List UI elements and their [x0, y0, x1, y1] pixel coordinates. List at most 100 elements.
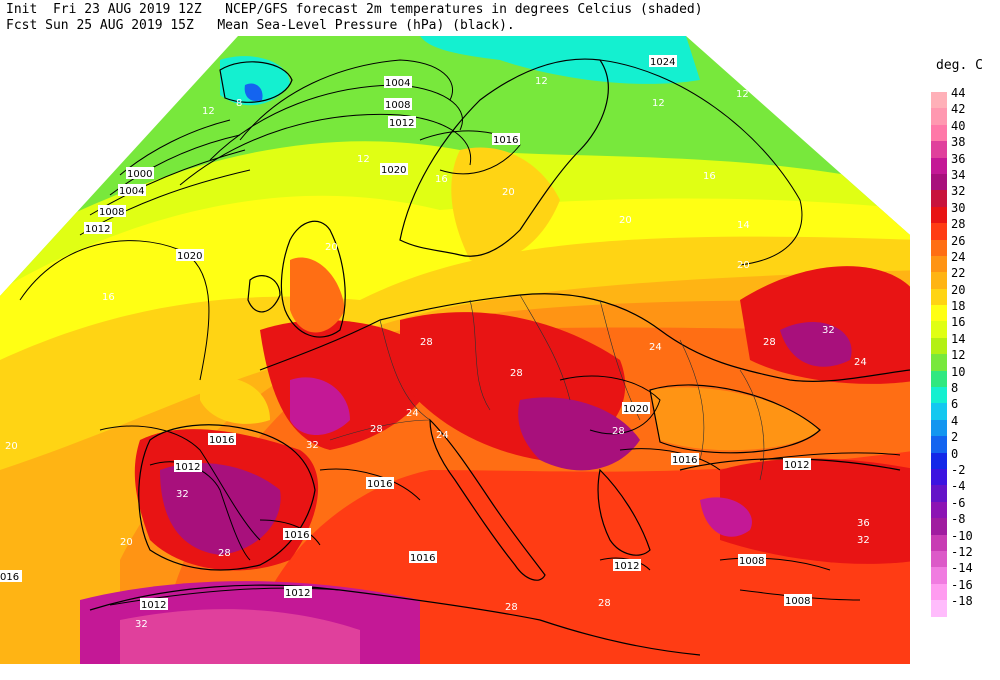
legend-swatch — [931, 468, 947, 486]
temp-label: 16 — [102, 292, 115, 303]
legend-swatch — [931, 255, 947, 273]
pressure-label: 1020 — [623, 404, 648, 415]
legend-label: -10 — [951, 528, 973, 543]
isobar-1016-iberia — [99, 425, 261, 541]
temp-label: 36 — [857, 518, 870, 529]
legend-label: 30 — [951, 200, 966, 215]
legend-swatch — [931, 419, 947, 437]
legend-row: 16 — [931, 315, 991, 338]
legend-label: 6 — [951, 397, 959, 412]
temp-label: 12 — [652, 98, 665, 109]
temp-label: 12 — [535, 76, 548, 87]
legend-swatch — [931, 206, 947, 224]
legend-label: 2 — [951, 430, 959, 445]
isobar-1000-west — [119, 119, 231, 176]
legend-label: -18 — [951, 594, 973, 609]
iceland-cold — [220, 56, 290, 106]
legend-label: -6 — [951, 495, 966, 510]
isobar-1016-med — [319, 468, 421, 501]
temp-label: 32 — [176, 489, 189, 500]
legend-label: 40 — [951, 118, 966, 133]
temp-label: 24 — [854, 357, 867, 368]
isobar-1016-ibsouth — [259, 519, 321, 546]
temp-label: 28 — [612, 426, 625, 437]
legend-swatch — [931, 239, 947, 256]
coastline-italy — [429, 418, 546, 581]
legend-swatch — [931, 550, 947, 568]
coastline-greece — [597, 468, 651, 556]
legend-label: 10 — [951, 364, 966, 379]
legend-label: 4 — [951, 413, 959, 428]
legend-row: -6 — [931, 496, 991, 519]
legend-row: 10 — [931, 365, 991, 388]
legend-label: 16 — [951, 315, 966, 330]
coastline-scandinavia — [399, 58, 609, 257]
temp-label: 28 — [218, 548, 231, 559]
legend-swatch — [931, 157, 947, 174]
isobar-1024-east — [599, 59, 803, 266]
legend-swatch — [931, 190, 947, 207]
legend-swatch — [931, 272, 947, 289]
legend-row: 24 — [931, 250, 991, 273]
legend-row: -12 — [931, 545, 991, 568]
pressure-label: 1016 — [284, 530, 309, 541]
russia-core — [780, 321, 852, 367]
legend-swatch — [931, 387, 947, 404]
legend-label: -16 — [951, 577, 973, 592]
header-line-2: Fcst Sun 25 AUG 2019 15Z Mean Sea-Level … — [6, 18, 515, 33]
temp-label: 12 — [357, 154, 370, 165]
scandinavia-warm — [451, 147, 560, 263]
legend-swatch — [931, 288, 947, 306]
legend-row: 14 — [931, 332, 991, 355]
pressure-label: 016 — [0, 572, 19, 583]
pressure-label: 1016 — [367, 479, 392, 490]
legend-label: 8 — [951, 381, 959, 396]
legend-swatch — [931, 124, 947, 142]
legend-swatch — [931, 436, 947, 453]
legend-label: 20 — [951, 282, 966, 297]
pressure-label: 1024 — [650, 57, 675, 68]
legend-swatch — [931, 223, 947, 240]
isobar-1012-east — [759, 452, 901, 461]
pressure-label: 1012 — [784, 460, 809, 471]
legend-row: -14 — [931, 561, 991, 584]
temp-label: 20 — [737, 260, 750, 271]
legend-row: -18 — [931, 594, 991, 617]
turkey-heat — [720, 458, 910, 564]
pressure-label: 1016 — [493, 135, 518, 146]
temp-label: 28 — [420, 337, 433, 348]
isobar-1004-north — [239, 59, 453, 141]
legend-swatch — [931, 354, 947, 371]
legend-swatch — [931, 370, 947, 388]
biscay-sea — [200, 377, 270, 424]
pressure-label: 1004 — [119, 186, 144, 197]
legend-row: -10 — [931, 529, 991, 551]
legend-swatch — [931, 92, 947, 109]
legend-swatch — [931, 501, 947, 519]
legend-row: -8 — [931, 512, 991, 535]
arctic-cold — [420, 36, 700, 84]
isobar-1008-turkey — [719, 557, 831, 571]
pressure-label: 1012 — [85, 224, 110, 235]
pressure-label: 1020 — [177, 251, 202, 262]
legend-label: -14 — [951, 561, 973, 576]
coastline-north-africa — [89, 584, 701, 656]
legend-row: -4 — [931, 479, 991, 502]
britain-heat — [290, 257, 345, 333]
legend-swatch — [931, 567, 947, 584]
legend-row: -16 — [931, 578, 991, 601]
isobar-1016-balkans — [619, 448, 721, 471]
header-line-1: Init Fri 23 AUG 2019 12Z NCEP/GFS foreca… — [6, 2, 703, 17]
legend-title: deg. C — [936, 58, 983, 73]
temperature-labels: 12 12 16 16 16 20 20 20 24 24 24 24 28 2… — [5, 76, 870, 630]
legend-swatch — [931, 485, 947, 502]
temp-label: 20 — [5, 441, 18, 452]
legend-row: 4 — [931, 414, 991, 437]
temp-label: 28 — [505, 602, 518, 613]
pressure-labels: 1004 1008 1012 1016 1020 1024 1000 1004 … — [0, 55, 812, 611]
temp-label: 32 — [822, 325, 835, 336]
coastline-ireland — [247, 275, 281, 313]
legend-label: 12 — [951, 348, 966, 363]
pressure-label: 1016 — [209, 435, 234, 446]
france-core — [290, 377, 350, 435]
